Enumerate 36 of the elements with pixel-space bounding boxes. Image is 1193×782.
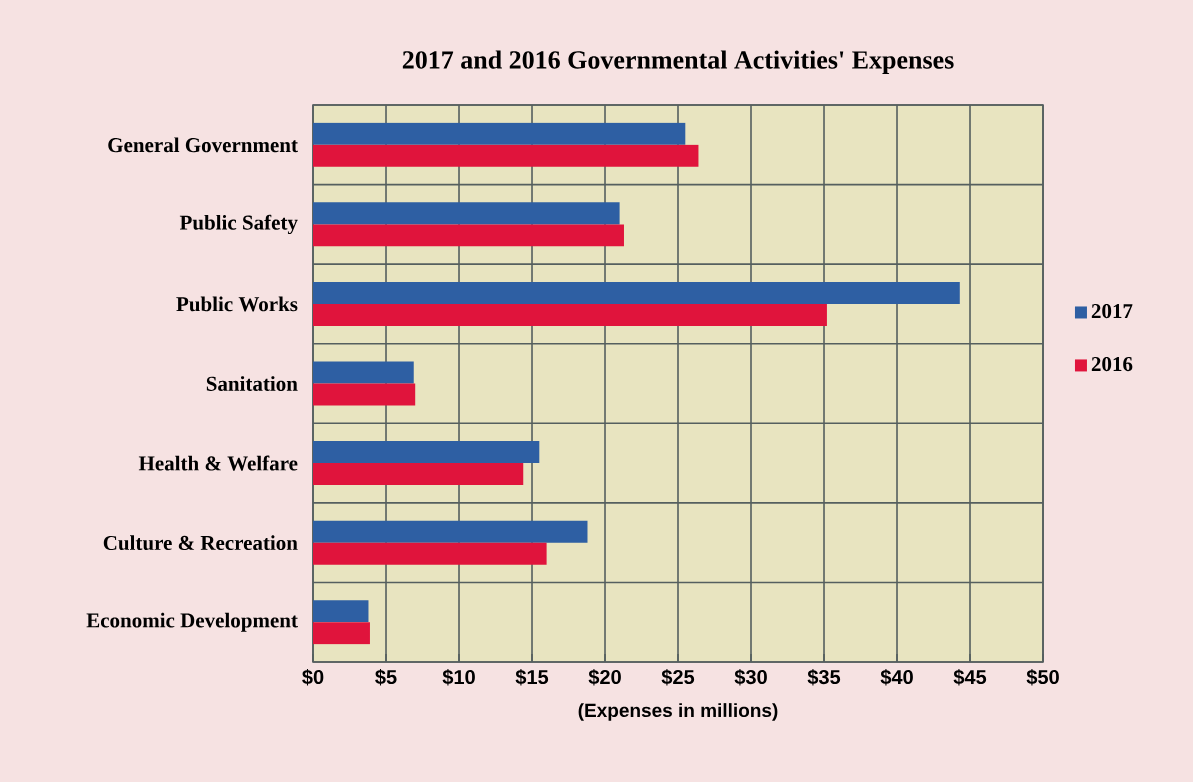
x-tick-label: $20: [588, 669, 621, 686]
bar: [313, 542, 547, 565]
y-tick-label: Public Works: [176, 296, 298, 312]
x-tick-label: $30: [734, 669, 767, 686]
x-tick-label: $10: [442, 669, 475, 686]
bar: [313, 303, 827, 326]
x-tick-label: $15: [515, 669, 549, 686]
x-tick-label: $25: [661, 669, 695, 686]
x-tick-label: $5: [375, 669, 397, 686]
y-tick-label: Public Safety: [179, 214, 298, 235]
x-tick-label: $50: [1026, 669, 1059, 686]
bar: [313, 144, 699, 167]
y-tick-label: Health & Welfare: [138, 455, 298, 471]
bar: [313, 520, 588, 543]
x-axis-title: (Expenses in millions): [578, 703, 778, 721]
y-tick-label: Culture & Recreation: [103, 535, 298, 551]
chart-title: 2017 and 2016 Governmental Activities' Expenses: [402, 50, 954, 74]
x-tick-label: $0: [302, 669, 324, 686]
x-tick-label: $35: [807, 669, 841, 686]
x-tick-label: $40: [880, 669, 913, 686]
bar: [313, 122, 686, 145]
bar: [313, 383, 416, 406]
y-tick-label: Economic Development: [86, 612, 298, 632]
bar: [313, 202, 620, 225]
bar: [313, 622, 370, 645]
y-tick-label: Sanitation: [206, 376, 298, 391]
bar: [313, 441, 540, 464]
bar: [313, 600, 369, 623]
y-tick-label: General Government: [108, 137, 298, 153]
bar: [313, 281, 960, 304]
bar: [313, 224, 624, 247]
bar: [313, 463, 524, 486]
legend-label: 2016: [1091, 356, 1133, 372]
legend-label: 2017: [1091, 304, 1133, 319]
bar: [313, 361, 414, 384]
x-tick-label: $45: [953, 669, 987, 686]
